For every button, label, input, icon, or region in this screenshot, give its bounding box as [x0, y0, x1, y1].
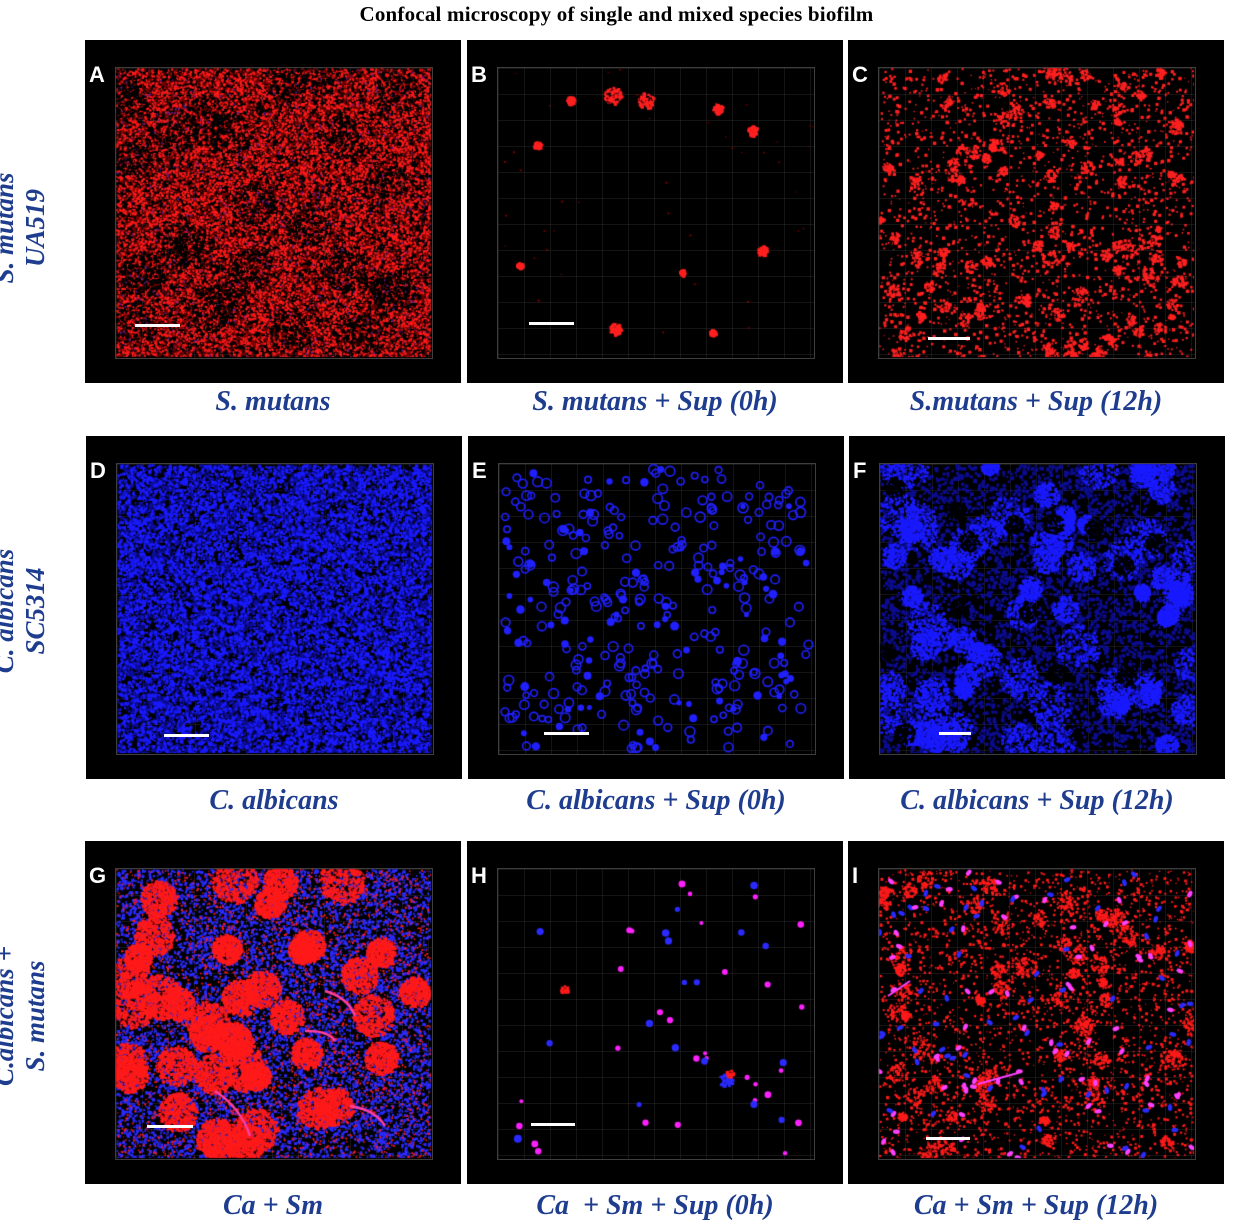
- caption-b: S. mutans + Sup (0h): [532, 386, 778, 417]
- panel-i: I: [848, 841, 1224, 1184]
- micrograph-canvas: [467, 40, 843, 383]
- figure-title: Confocal microscopy of single and mixed …: [359, 2, 874, 26]
- panel-a: A: [85, 40, 461, 383]
- row-label-line: S. mutans: [20, 960, 50, 1072]
- row-label-mixed: C.albicans + S. mutans: [0, 816, 51, 1216]
- panel-b: B: [467, 40, 843, 383]
- scale-bar: [939, 732, 971, 735]
- caption-h: Ca + Sm + Sup (0h): [536, 1190, 774, 1221]
- micrograph-canvas: [86, 436, 462, 779]
- scale-bar: [531, 1123, 575, 1126]
- micrograph-canvas: [85, 40, 461, 383]
- micrograph-canvas: [467, 841, 843, 1184]
- row-label-c-albicans: C. albicans SC5314: [0, 411, 51, 811]
- panel-letter: E: [472, 458, 487, 483]
- micrograph-canvas: [85, 841, 461, 1184]
- caption-g: Ca + Sm: [223, 1190, 323, 1221]
- scale-bar: [135, 324, 180, 327]
- scale-bar: [926, 1137, 970, 1140]
- scale-bar: [544, 732, 589, 735]
- micrograph-canvas: [468, 436, 844, 779]
- panel-g: G: [85, 841, 461, 1184]
- row-label-line: UA519: [20, 189, 50, 268]
- panel-c: C: [848, 40, 1224, 383]
- panel-letter: G: [89, 863, 107, 888]
- caption-c: S.mutans + Sup (12h): [909, 386, 1163, 417]
- panel-e: E: [468, 436, 844, 779]
- scale-bar: [928, 337, 970, 340]
- micrograph-canvas: [849, 436, 1225, 779]
- row-label-line: S. mutans: [0, 172, 19, 284]
- panel-d: D: [86, 436, 462, 779]
- caption-e: C. albicans + Sup (0h): [526, 785, 786, 816]
- caption-f: C. albicans + Sup (12h): [900, 785, 1174, 816]
- panel-letter: F: [853, 458, 867, 483]
- scale-bar: [164, 734, 209, 737]
- caption-d: C. albicans: [209, 785, 339, 816]
- row-label-line: C. albicans: [0, 548, 19, 674]
- panel-f: F: [849, 436, 1225, 779]
- panel-letter: A: [89, 62, 105, 87]
- scale-bar: [529, 322, 574, 325]
- panel-letter: I: [852, 863, 859, 888]
- micrograph-canvas: [848, 841, 1224, 1184]
- panel-letter: C: [852, 62, 868, 87]
- caption-a: S. mutans: [215, 386, 331, 417]
- row-label-line: SC5314: [20, 567, 50, 655]
- panel-h: H: [467, 841, 843, 1184]
- row-label-line: C.albicans +: [0, 946, 19, 1086]
- scale-bar: [147, 1125, 193, 1128]
- micrograph-canvas: [848, 40, 1224, 383]
- panel-letter: B: [471, 62, 487, 87]
- panel-letter: H: [471, 863, 487, 888]
- row-label-s-mutans: S. mutans UA519: [0, 28, 51, 428]
- caption-i: Ca + Sm + Sup (12h): [913, 1190, 1159, 1221]
- panel-letter: D: [90, 458, 106, 483]
